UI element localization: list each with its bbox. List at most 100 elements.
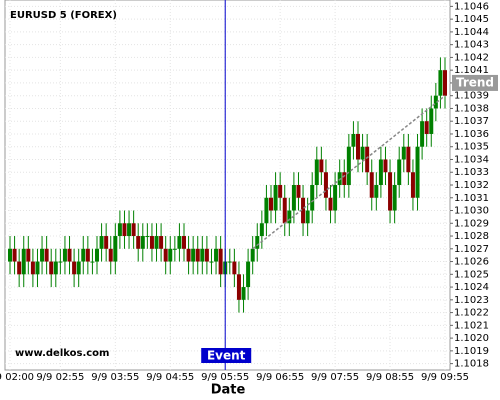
trend-label: Trend (456, 75, 494, 89)
candle-body (250, 248, 255, 262)
candle-body (122, 223, 127, 237)
x-tick-label: 9/9 04:55 (146, 372, 194, 383)
candle-body (214, 248, 219, 262)
candle-body (131, 223, 136, 237)
candle-body (296, 185, 301, 198)
candle-body (195, 248, 200, 262)
y-tick-label: 1.1032 (454, 180, 489, 191)
candle-body (438, 70, 443, 96)
y-tick-label: 1.1042 (454, 52, 489, 63)
candle-body (90, 261, 95, 263)
candle-body (26, 248, 31, 262)
candle-body (40, 248, 45, 262)
candle-body (374, 185, 379, 198)
candle-body (159, 236, 164, 249)
candle-body (163, 248, 168, 262)
y-tick-label: 1.1046 (454, 1, 489, 12)
candle-body (433, 95, 438, 109)
chart-title: EURUSD 5 (FOREX) (10, 10, 117, 21)
y-tick-label: 1.1041 (454, 65, 489, 76)
candle-body (397, 159, 402, 185)
candle-body (241, 287, 246, 300)
y-tick-label: 1.1027 (454, 244, 489, 255)
x-tick-label: 9/9 07:55 (311, 372, 359, 383)
candle-body (227, 261, 232, 263)
candle-body (356, 133, 360, 160)
candle-body (200, 248, 205, 262)
candle-body (8, 248, 12, 262)
candle-body (328, 197, 333, 211)
candle-body (53, 261, 58, 275)
candle-body (323, 172, 328, 198)
y-tick-label: 1.1045 (454, 14, 489, 25)
candle-body (17, 261, 22, 275)
candle-body (291, 185, 296, 211)
candle-body (136, 236, 141, 249)
candle-body (12, 248, 17, 262)
candle-body (209, 261, 214, 263)
watermark: www.delkos.com (15, 348, 109, 359)
candle-body (346, 146, 351, 185)
candle-body (278, 185, 283, 198)
x-tick-label: 9/9 03:55 (91, 372, 139, 383)
candle-body (424, 121, 429, 134)
candle-body (360, 146, 365, 160)
candles (8, 57, 447, 313)
candle-body (255, 236, 260, 249)
candle-body (204, 248, 209, 262)
candle-body (149, 236, 154, 249)
candle-body (301, 197, 306, 224)
candle-body (154, 236, 159, 249)
candle-body (49, 261, 54, 275)
y-tick-label: 1.1039 (454, 91, 489, 102)
y-tick-label: 1.1033 (454, 167, 489, 178)
candle-body (351, 133, 356, 147)
candle-body (72, 261, 77, 275)
y-tick-label: 1.1025 (454, 269, 489, 280)
candle-body (35, 261, 40, 275)
y-tick-label: 1.1031 (454, 193, 489, 204)
y-tick-label: 1.1024 (454, 282, 489, 293)
candle-body (117, 223, 122, 237)
y-tick-label: 1.1026 (454, 257, 489, 268)
candle-body (365, 146, 370, 173)
candle-body (388, 172, 393, 211)
candle-body (127, 223, 132, 237)
candle-body (99, 236, 104, 249)
candle-body (81, 248, 86, 262)
candle-body (429, 108, 434, 134)
candle-body (246, 261, 251, 288)
candle-body (264, 197, 269, 224)
y-tick-label: 1.1038 (454, 103, 489, 114)
candle-body (406, 146, 411, 173)
y-tick-label: 1.1036 (454, 129, 489, 140)
y-tick-label: 1.1043 (454, 40, 489, 51)
candle-body (333, 185, 338, 211)
candle-body (342, 172, 347, 185)
candle-body (378, 159, 383, 185)
y-tick-label: 1.1030 (454, 206, 489, 217)
candle-body (305, 210, 310, 224)
candle-body (443, 70, 447, 96)
candle-body (273, 185, 278, 211)
candle-body (104, 236, 109, 249)
event-label-box (201, 348, 252, 363)
y-tick-label: 1.1037 (454, 116, 489, 127)
candle-body (319, 159, 324, 173)
candle-body (269, 197, 273, 211)
x-tick-label: 9/9 08:55 (366, 372, 414, 383)
y-tick-label: 1.1021 (454, 320, 489, 331)
trend-line (252, 95, 446, 250)
candle-body (76, 261, 81, 275)
candle-body (113, 236, 118, 262)
candle-body (140, 236, 145, 249)
x-tick-label: 9/9 05:55 (201, 372, 249, 383)
candle-body (62, 248, 67, 262)
candle-body (314, 159, 319, 185)
candle-body (44, 248, 49, 262)
candle-body (392, 185, 397, 211)
candle-body (401, 146, 406, 160)
candle-body (259, 223, 264, 237)
candle-body (186, 248, 191, 262)
candle-body (58, 261, 63, 263)
